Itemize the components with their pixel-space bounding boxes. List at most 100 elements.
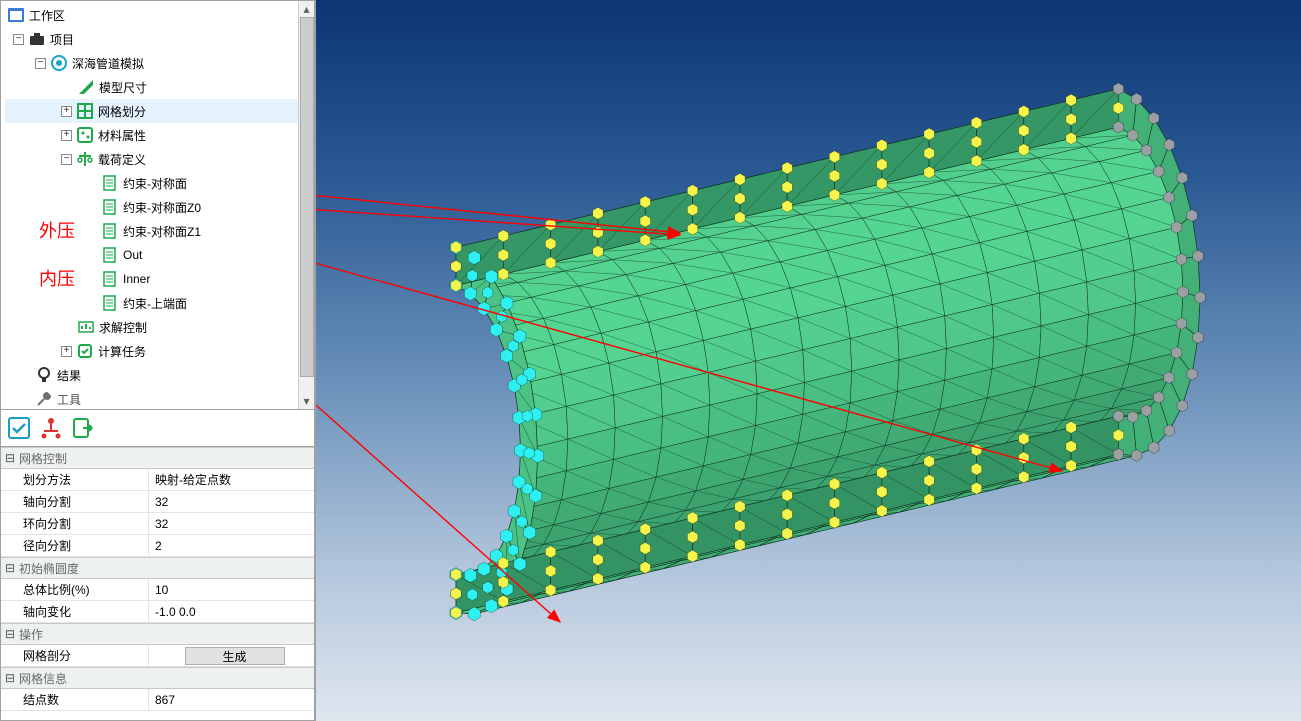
- pg-row-nodes[interactable]: 结点数867: [1, 689, 314, 711]
- tree-solver[interactable]: 求解控制: [5, 315, 314, 339]
- pg-group-op[interactable]: ⊟操作: [1, 623, 314, 645]
- tree-constraint-top[interactable]: 约束-上端面: [5, 291, 314, 315]
- tree-label: 约束-对称面Z1: [123, 223, 201, 240]
- generate-button[interactable]: 生成: [185, 647, 285, 665]
- document-icon: [101, 270, 119, 288]
- pg-group-oval[interactable]: ⊟初始椭圆度: [1, 557, 314, 579]
- document-icon: [101, 198, 119, 216]
- tree-label: 求解控制: [99, 319, 147, 336]
- tree-label: 网格划分: [98, 103, 146, 120]
- balance-icon: [76, 150, 94, 168]
- project-tree-panel: 工作区 − 项目 − 深海管道模拟: [0, 0, 315, 410]
- tab-check-icon[interactable]: [7, 416, 31, 440]
- scroll-up-icon[interactable]: ▴: [299, 1, 315, 17]
- tree-label: 约束-对称面Z0: [123, 199, 201, 216]
- mesh-icon: [76, 102, 94, 120]
- pg-key: 环向分割: [1, 513, 149, 534]
- tree-workspace[interactable]: 工作区: [5, 3, 314, 27]
- tree-constraint-symz0[interactable]: 约束-对称面Z0: [5, 195, 314, 219]
- pg-group-title: 初始椭圆度: [19, 560, 79, 577]
- tree-label: 载荷定义: [98, 151, 146, 168]
- tree-label: 工作区: [29, 7, 65, 24]
- tree-simulation[interactable]: − 深海管道模拟: [5, 51, 314, 75]
- task-icon: [76, 342, 94, 360]
- pg-value[interactable]: 2: [149, 535, 314, 556]
- scroll-down-icon[interactable]: ▾: [299, 393, 315, 409]
- tree-material[interactable]: + 材料属性: [5, 123, 314, 147]
- tree-tools[interactable]: 工具: [5, 387, 314, 410]
- ruler-icon: [77, 78, 95, 96]
- pg-row-meshcut[interactable]: 网格剖分 生成: [1, 645, 314, 667]
- pg-key: 结点数: [1, 689, 149, 710]
- pg-key: 总体比例(%): [1, 579, 149, 600]
- property-grid: ⊟网格控制 划分方法映射-给定点数 轴向分割32 环向分割32 径向分割2 ⊟初…: [0, 446, 315, 721]
- tree-label: 材料属性: [98, 127, 146, 144]
- expand-toggle[interactable]: −: [61, 154, 72, 165]
- pg-row-radial[interactable]: 径向分割2: [1, 535, 314, 557]
- pg-value[interactable]: 32: [149, 513, 314, 534]
- pg-key: 网格剖分: [1, 645, 149, 666]
- pg-row-method[interactable]: 划分方法映射-给定点数: [1, 469, 314, 491]
- expand-toggle[interactable]: −: [35, 58, 46, 69]
- pg-group-info[interactable]: ⊟网格信息: [1, 667, 314, 689]
- pg-value[interactable]: 32: [149, 491, 314, 512]
- pg-key: 径向分割: [1, 535, 149, 556]
- document-icon: [101, 294, 119, 312]
- tree-model-size[interactable]: 模型尺寸: [5, 75, 314, 99]
- expand-toggle[interactable]: +: [61, 130, 72, 141]
- briefcase-icon: [28, 30, 46, 48]
- pg-value[interactable]: 映射-给定点数: [149, 469, 314, 490]
- tree-constraint-symz1[interactable]: 约束-对称面Z1: [5, 219, 314, 243]
- tree-load-def[interactable]: − 载荷定义: [5, 147, 314, 171]
- document-icon: [101, 246, 119, 264]
- mesh-render: [316, 0, 1301, 721]
- material-icon: [76, 126, 94, 144]
- scroll-thumb[interactable]: [300, 17, 314, 377]
- pg-value[interactable]: -1.0 0.0: [149, 601, 314, 622]
- target-icon: [50, 54, 68, 72]
- pg-group-title: 操作: [19, 626, 43, 643]
- tree-label: 结果: [57, 367, 81, 384]
- pg-value[interactable]: 10: [149, 579, 314, 600]
- viewport-3d[interactable]: [316, 0, 1301, 721]
- tools-icon: [35, 390, 53, 408]
- expand-toggle[interactable]: −: [13, 34, 24, 45]
- tree-label: 约束-对称面: [123, 175, 187, 192]
- pg-value: 867: [149, 689, 314, 710]
- workspace-icon: [7, 6, 25, 24]
- tree-label: 计算任务: [98, 343, 146, 360]
- pg-row-ring[interactable]: 环向分割32: [1, 513, 314, 535]
- tree-mesh[interactable]: + 网格划分: [5, 99, 314, 123]
- tab-export-icon[interactable]: [71, 416, 95, 440]
- tree-label: 项目: [50, 31, 74, 48]
- tree-load-out[interactable]: Out: [5, 243, 314, 267]
- tree-results[interactable]: 结果: [5, 363, 314, 387]
- gauge-icon: [77, 318, 95, 336]
- tree-label: 约束-上端面: [123, 295, 187, 312]
- expand-toggle[interactable]: +: [61, 106, 72, 117]
- document-icon: [101, 222, 119, 240]
- tree-label: Inner: [123, 272, 150, 286]
- pg-group-title: 网格控制: [19, 450, 67, 467]
- document-icon: [101, 174, 119, 192]
- pg-row-axvar[interactable]: 轴向变化-1.0 0.0: [1, 601, 314, 623]
- expand-toggle[interactable]: +: [61, 346, 72, 357]
- tree-label: 深海管道模拟: [72, 55, 144, 72]
- tree-scrollbar[interactable]: ▴ ▾: [298, 1, 314, 409]
- pg-group-title: 网格信息: [19, 670, 67, 687]
- tree-project[interactable]: − 项目: [5, 27, 314, 51]
- pg-key: 划分方法: [1, 469, 149, 490]
- pg-key: 轴向变化: [1, 601, 149, 622]
- pg-row-ratio[interactable]: 总体比例(%)10: [1, 579, 314, 601]
- tree-label: 模型尺寸: [99, 79, 147, 96]
- tree-load-inner[interactable]: Inner: [5, 267, 314, 291]
- pg-key: 轴向分割: [1, 491, 149, 512]
- results-icon: [35, 366, 53, 384]
- tree-constraint-sym[interactable]: 约束-对称面: [5, 171, 314, 195]
- tree-label: 工具: [57, 391, 81, 408]
- pg-row-axial[interactable]: 轴向分割32: [1, 491, 314, 513]
- tree-tasks[interactable]: + 计算任务: [5, 339, 314, 363]
- tab-tree-icon[interactable]: [39, 416, 63, 440]
- pg-group-mesh-ctrl[interactable]: ⊟网格控制: [1, 447, 314, 469]
- tree-label: Out: [123, 248, 142, 262]
